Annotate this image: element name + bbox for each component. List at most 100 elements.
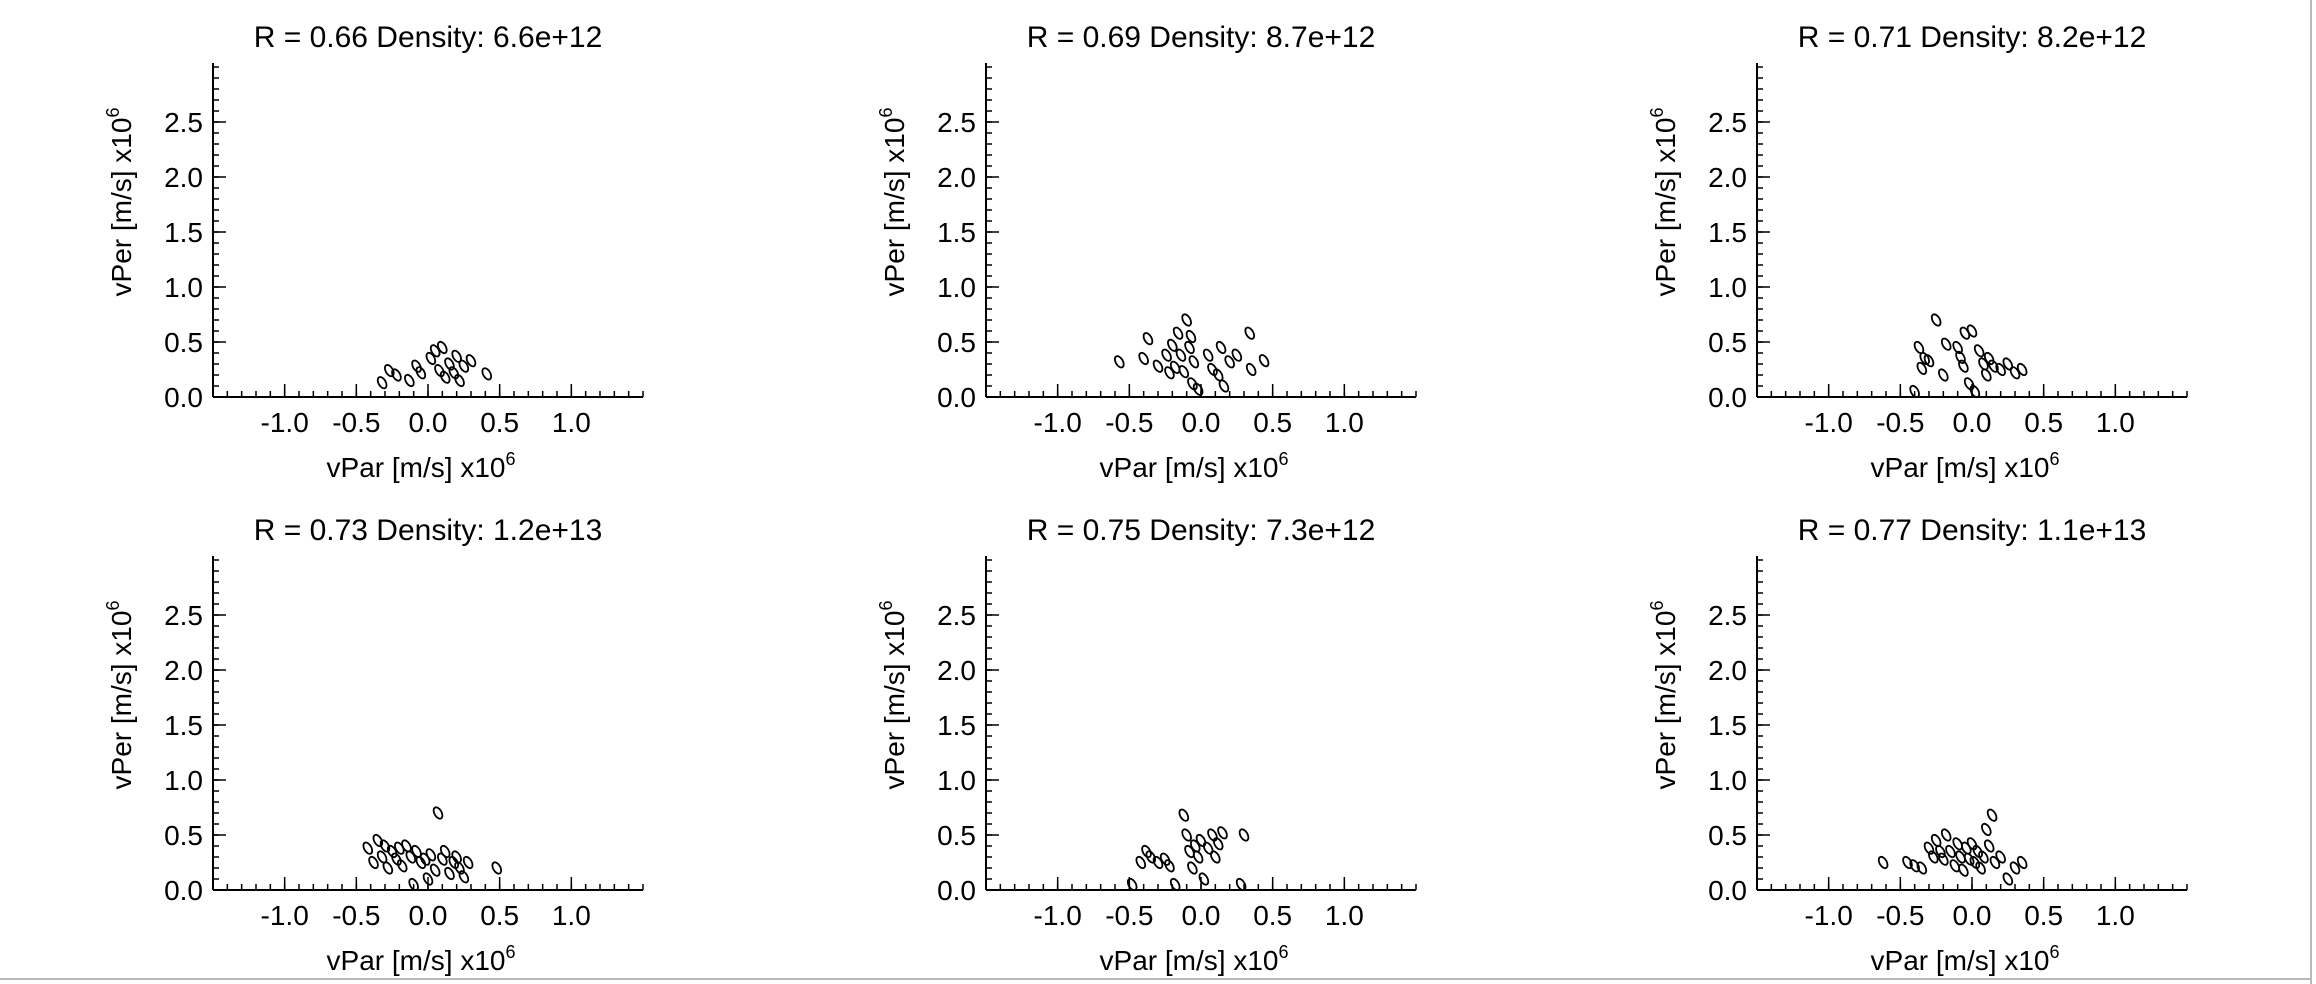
data-point (391, 852, 402, 866)
y-axis-label-space (106, 163, 137, 171)
data-point (1172, 326, 1184, 340)
y-tick-label: 2.5 (1708, 600, 1747, 631)
data-point (1935, 844, 1946, 859)
data-point (465, 354, 477, 368)
y-tick-label: 2.5 (1708, 107, 1747, 138)
data-point (404, 373, 415, 388)
data-point (1202, 841, 1214, 855)
y-tick-label: 1.0 (1708, 765, 1747, 796)
data-point (1169, 360, 1181, 374)
x-tick-label: 1.0 (1325, 407, 1364, 438)
x-axis-label-factor: x10 (2004, 452, 2049, 483)
data-point (1981, 822, 1992, 837)
data-point (1938, 368, 1949, 382)
data-point (1938, 852, 1949, 866)
data-point (1258, 354, 1270, 368)
data-point (1244, 326, 1256, 340)
data-point (462, 855, 474, 870)
y-axis-label-factor: x10 (1650, 118, 1681, 163)
data-point (1185, 329, 1197, 344)
y-axis-label-text: vPer [m/s] (1650, 170, 1681, 296)
y-axis-label-exponent: 6 (1647, 601, 1667, 611)
data-point (1224, 355, 1235, 369)
x-tick-label: 1.0 (1325, 900, 1364, 931)
x-axis-label-factor: x10 (460, 452, 505, 483)
data-point (1212, 837, 1224, 851)
y-tick-label: 2.5 (937, 600, 976, 631)
data-point (1972, 844, 1984, 859)
y-axis-label-exponent: 6 (103, 108, 123, 118)
data-point (422, 872, 434, 886)
data-point (1188, 355, 1200, 369)
data-point (1192, 382, 1204, 396)
data-point (382, 861, 394, 875)
y-axis-label-text: vPer [m/s] (879, 170, 910, 296)
data-point (1138, 351, 1149, 366)
data-point (1940, 828, 1952, 842)
data-point (408, 877, 419, 892)
y-axis-label: vPer [m/s] x106 (876, 108, 910, 297)
y-axis-label-space (879, 163, 910, 171)
y-tick-label: 1.0 (164, 272, 203, 303)
x-axis-label-exponent: 6 (1278, 449, 1288, 469)
y-axis-label: vPer [m/s] x106 (1647, 601, 1681, 790)
data-point (1126, 877, 1138, 892)
y-tick-label: 0.0 (937, 875, 976, 906)
y-tick-label: 1.0 (937, 765, 976, 796)
data-point (1135, 855, 1147, 870)
data-point (1995, 362, 2006, 377)
x-axis-label-text: vPar [m/s] (1871, 452, 1997, 483)
data-point (444, 866, 455, 881)
data-point (1952, 837, 1963, 851)
y-tick-label: 2.0 (937, 655, 976, 686)
data-point (1207, 362, 1218, 377)
data-point (425, 351, 437, 366)
data-point (1142, 332, 1154, 346)
y-axis-label: vPer [m/s] x106 (103, 601, 137, 790)
y-axis-label-exponent: 6 (103, 601, 123, 611)
data-point (1945, 844, 1956, 859)
data-point (1983, 839, 1995, 853)
data-point (1930, 313, 1942, 327)
x-tick-label: 0.0 (409, 900, 448, 931)
data-point (2016, 362, 2028, 377)
data-point (425, 848, 437, 862)
x-tick-label: 0.5 (2024, 900, 2063, 931)
x-axis-label-space (1226, 452, 1234, 483)
data-point (1966, 837, 1978, 851)
y-axis-label-text: vPer [m/s] (106, 170, 137, 296)
data-point (2009, 861, 2021, 875)
y-tick-label: 0.5 (164, 820, 203, 851)
y-axis-label-factor: x10 (106, 118, 137, 163)
y-axis-label-exponent: 6 (1647, 108, 1667, 118)
x-tick-label: 0.0 (1182, 407, 1221, 438)
data-point (415, 366, 427, 380)
data-point (411, 359, 422, 373)
y-axis-label-space (1650, 163, 1681, 171)
x-tick-label: 0.0 (1953, 407, 1992, 438)
data-point (1181, 828, 1192, 842)
data-point (1958, 359, 1969, 373)
data-point (1983, 351, 1995, 366)
data-point (434, 364, 445, 378)
y-tick-label: 2.5 (164, 107, 203, 138)
data-point (1981, 368, 1992, 382)
y-tick-label: 1.5 (937, 217, 976, 248)
data-point (1877, 855, 1889, 870)
x-tick-label: 0.5 (480, 407, 519, 438)
data-point (405, 850, 417, 864)
x-tick-label: 0.0 (1182, 900, 1221, 931)
y-tick-label: 0.5 (1708, 327, 1747, 358)
data-point (1164, 859, 1175, 873)
data-point (481, 367, 493, 381)
y-tick-label: 1.0 (164, 765, 203, 796)
x-axis-label-factor: x10 (1233, 945, 1278, 976)
x-axis-label-space (453, 452, 461, 483)
x-axis-label-exponent: 6 (1278, 942, 1288, 962)
data-point (2016, 855, 2028, 870)
y-tick-label: 2.0 (164, 655, 203, 686)
y-tick-label: 1.5 (164, 710, 203, 741)
data-point (1966, 324, 1978, 338)
